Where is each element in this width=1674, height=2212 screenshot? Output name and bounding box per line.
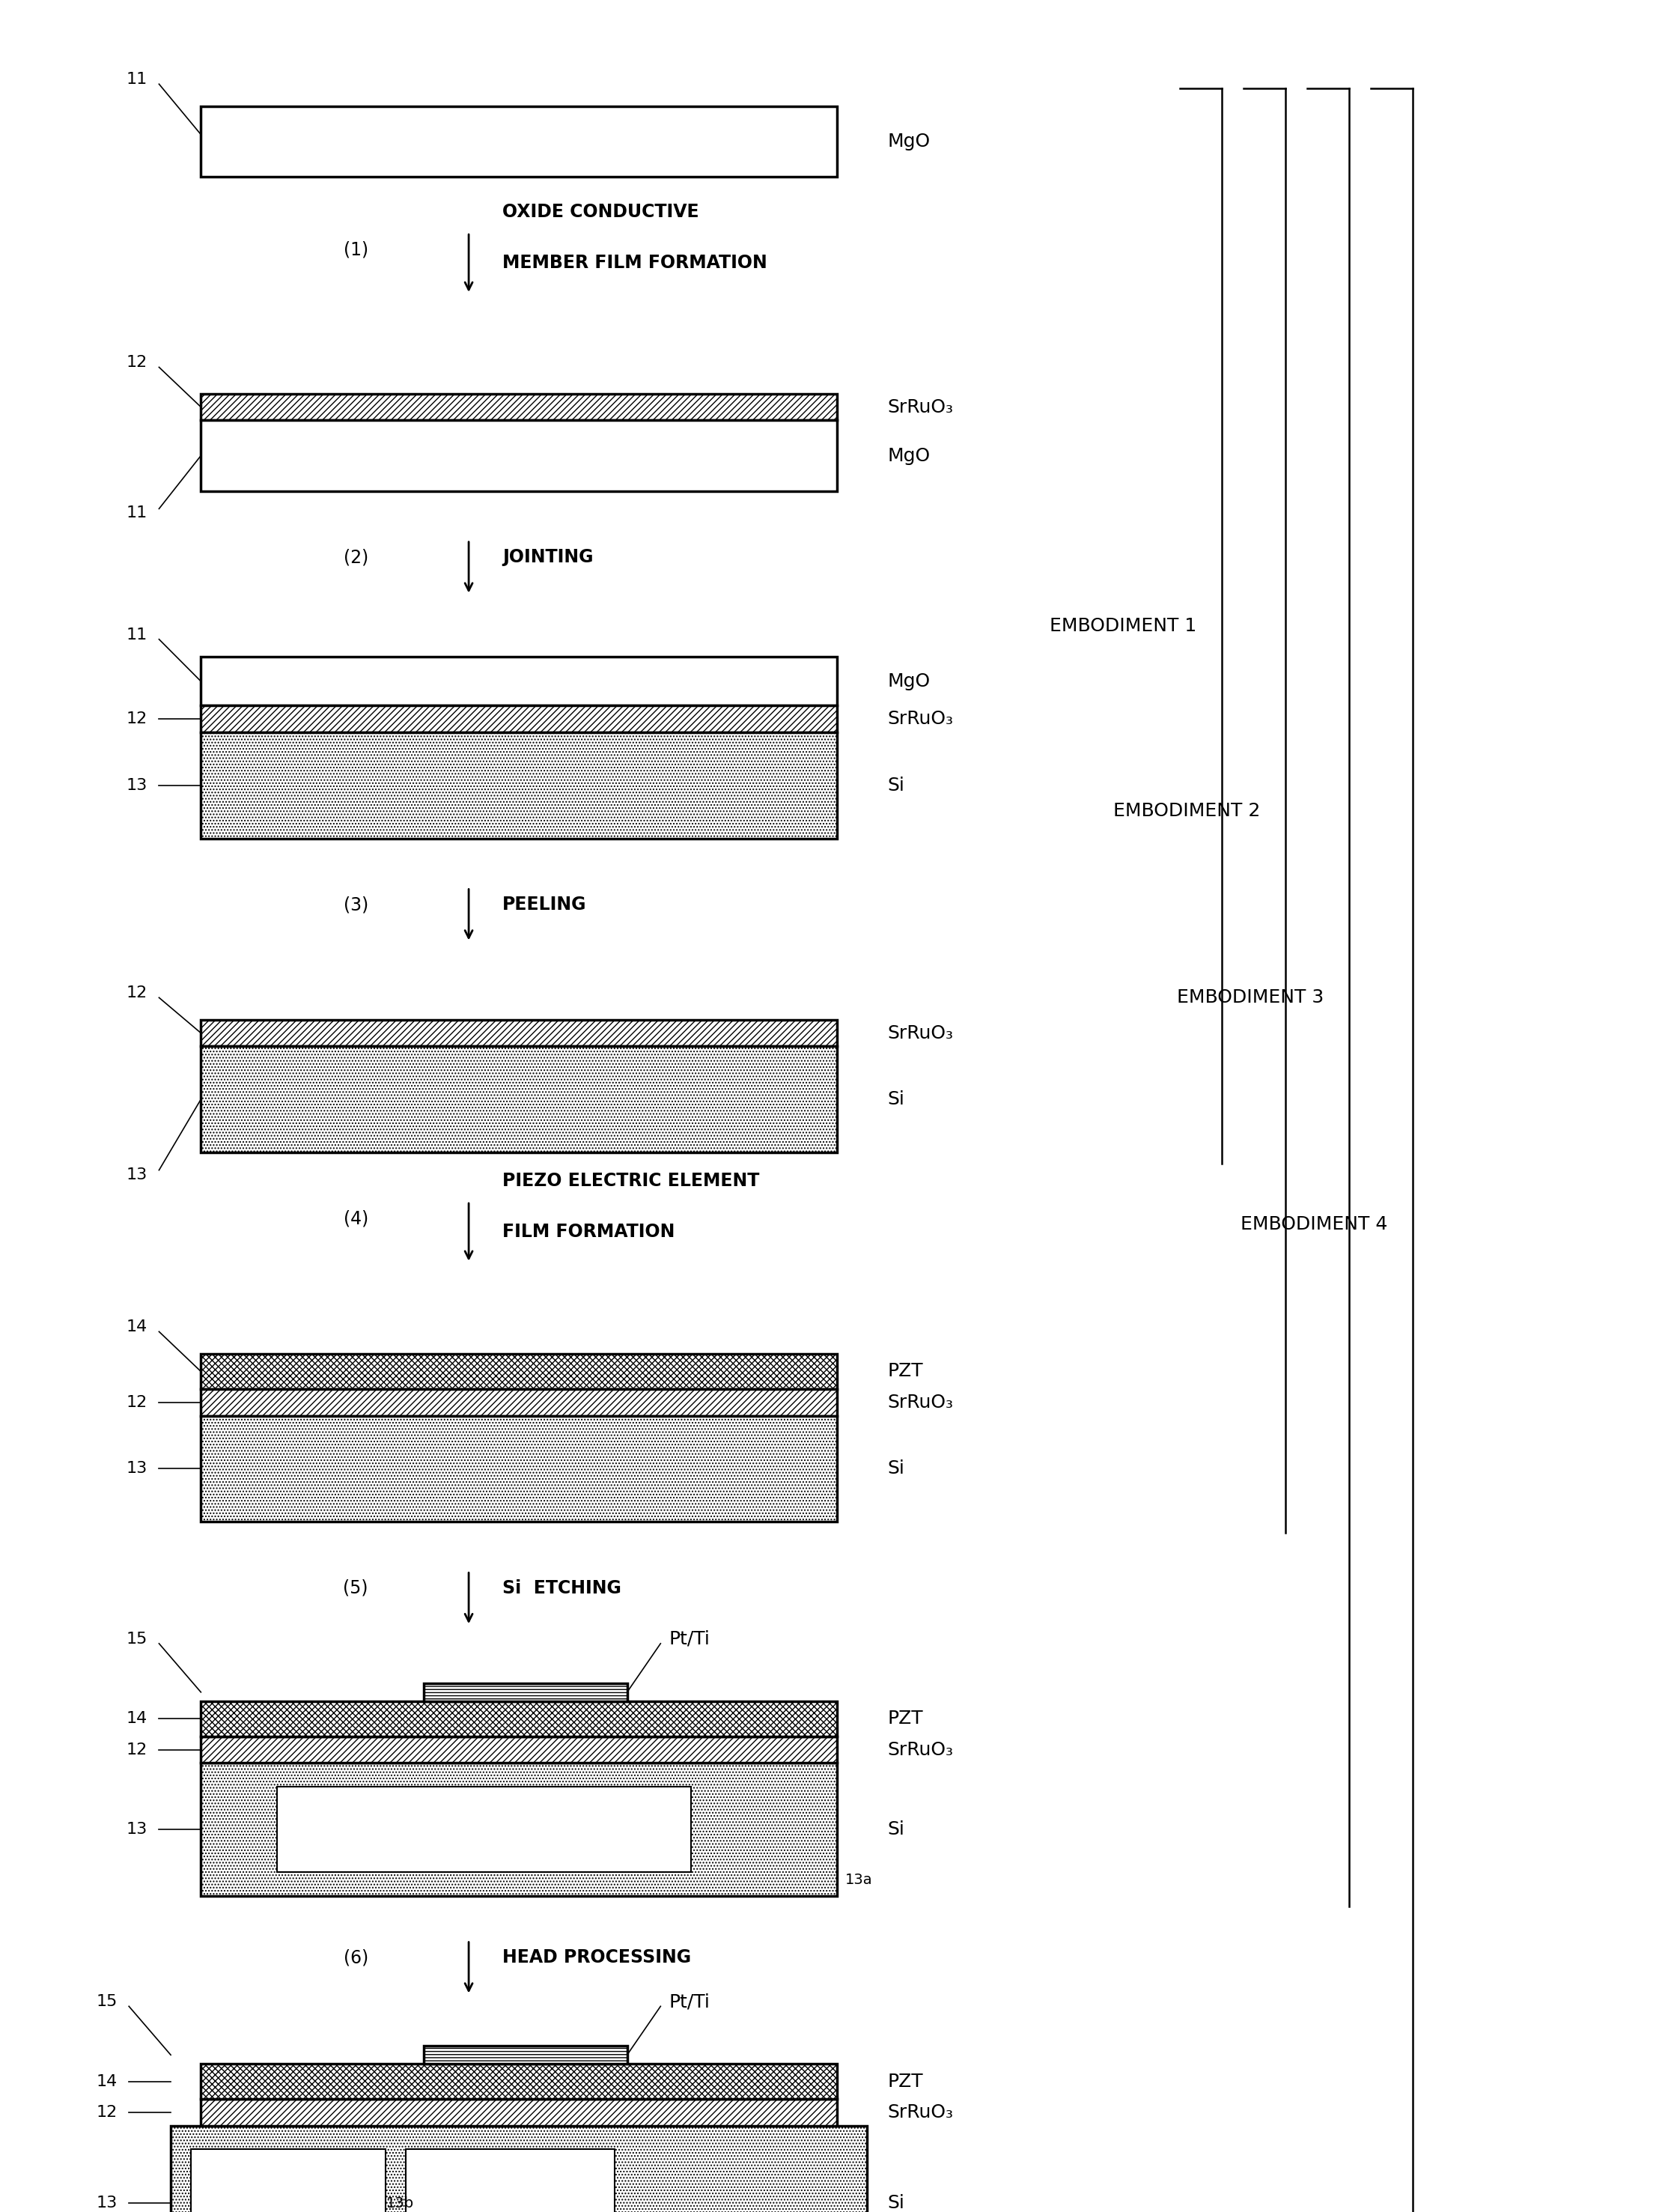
Text: PZT: PZT — [887, 2073, 922, 2090]
Text: PIEZO ELECTRIC ELEMENT: PIEZO ELECTRIC ELEMENT — [502, 1172, 760, 1190]
Text: (1): (1) — [343, 241, 368, 259]
Text: 14: 14 — [126, 1321, 147, 1334]
Text: 13: 13 — [126, 1168, 147, 1181]
Bar — [424, 1683, 628, 1701]
Text: Si: Si — [887, 2194, 904, 2212]
Text: (3): (3) — [343, 896, 368, 914]
Bar — [201, 1763, 837, 1896]
Text: PZT: PZT — [887, 1710, 922, 1728]
Text: (2): (2) — [343, 549, 368, 566]
Text: SrRuO₃: SrRuO₃ — [887, 1024, 953, 1042]
Text: Si: Si — [887, 776, 904, 794]
Text: 12: 12 — [126, 1396, 147, 1409]
Text: 15: 15 — [126, 1632, 147, 1646]
Text: 12: 12 — [126, 1743, 147, 1756]
Text: (6): (6) — [343, 1949, 368, 1966]
Bar — [201, 1736, 837, 1763]
Text: 14: 14 — [126, 1712, 147, 1725]
Text: 11: 11 — [126, 73, 147, 86]
Text: PEELING: PEELING — [502, 896, 586, 914]
Bar — [278, 1787, 691, 1871]
Text: SrRuO₃: SrRuO₃ — [887, 398, 953, 416]
Text: EMBODIMENT 4: EMBODIMENT 4 — [1240, 1214, 1388, 1234]
Text: SrRuO₃: SrRuO₃ — [887, 2104, 953, 2121]
Text: SrRuO₃: SrRuO₃ — [887, 710, 953, 728]
Bar — [405, 2150, 614, 2212]
Text: 13b: 13b — [387, 2197, 413, 2210]
Text: (5): (5) — [343, 1579, 368, 1597]
Text: 11: 11 — [126, 628, 147, 641]
Text: 12: 12 — [126, 356, 147, 369]
Text: 12: 12 — [95, 2106, 117, 2119]
Bar — [201, 706, 837, 732]
Text: SrRuO₃: SrRuO₃ — [887, 1394, 953, 1411]
Text: SrRuO₃: SrRuO₃ — [887, 1741, 953, 1759]
Text: 12: 12 — [126, 712, 147, 726]
Text: EMBODIMENT 3: EMBODIMENT 3 — [1177, 989, 1324, 1006]
Text: JOINTING: JOINTING — [502, 549, 593, 566]
Text: MgO: MgO — [887, 447, 931, 465]
Bar — [424, 2046, 628, 2064]
Bar — [201, 657, 837, 706]
Text: 14: 14 — [95, 2075, 117, 2088]
Text: FILM FORMATION: FILM FORMATION — [502, 1223, 675, 1241]
Text: PZT: PZT — [887, 1363, 922, 1380]
Bar — [201, 2064, 837, 2099]
Bar — [201, 2099, 837, 2126]
Bar — [201, 732, 837, 838]
Bar — [201, 420, 837, 491]
Text: HEAD PROCESSING: HEAD PROCESSING — [502, 1949, 691, 1966]
Text: 13a: 13a — [845, 1874, 872, 1887]
Bar — [201, 1416, 837, 1522]
Bar — [201, 106, 837, 177]
Text: 13: 13 — [95, 2197, 117, 2210]
Text: OXIDE CONDUCTIVE: OXIDE CONDUCTIVE — [502, 204, 698, 221]
Bar — [201, 1701, 837, 1736]
Text: Si: Si — [887, 1091, 904, 1108]
Bar — [201, 1354, 837, 1389]
Text: 12: 12 — [126, 987, 147, 1000]
Text: 15: 15 — [95, 1995, 117, 2008]
Text: 13: 13 — [126, 779, 147, 792]
Bar — [191, 2150, 385, 2212]
Bar — [201, 1046, 837, 1152]
Bar — [171, 2126, 867, 2212]
Text: Pt/Ti: Pt/Ti — [670, 1993, 710, 2011]
Text: Si: Si — [887, 1820, 904, 1838]
Text: EMBODIMENT 2: EMBODIMENT 2 — [1113, 801, 1261, 821]
Text: EMBODIMENT 1: EMBODIMENT 1 — [1050, 617, 1197, 635]
Text: Si  ETCHING: Si ETCHING — [502, 1579, 621, 1597]
Text: Pt/Ti: Pt/Ti — [670, 1630, 710, 1648]
Text: 11: 11 — [126, 507, 147, 520]
Text: 13: 13 — [126, 1823, 147, 1836]
Bar — [201, 1389, 837, 1416]
Text: Si: Si — [887, 1460, 904, 1478]
Bar — [201, 394, 837, 420]
Bar — [201, 1020, 837, 1046]
Text: (4): (4) — [343, 1210, 368, 1228]
Text: MgO: MgO — [887, 133, 931, 150]
Text: MEMBER FILM FORMATION: MEMBER FILM FORMATION — [502, 254, 767, 272]
Text: 13: 13 — [126, 1462, 147, 1475]
Text: MgO: MgO — [887, 672, 931, 690]
